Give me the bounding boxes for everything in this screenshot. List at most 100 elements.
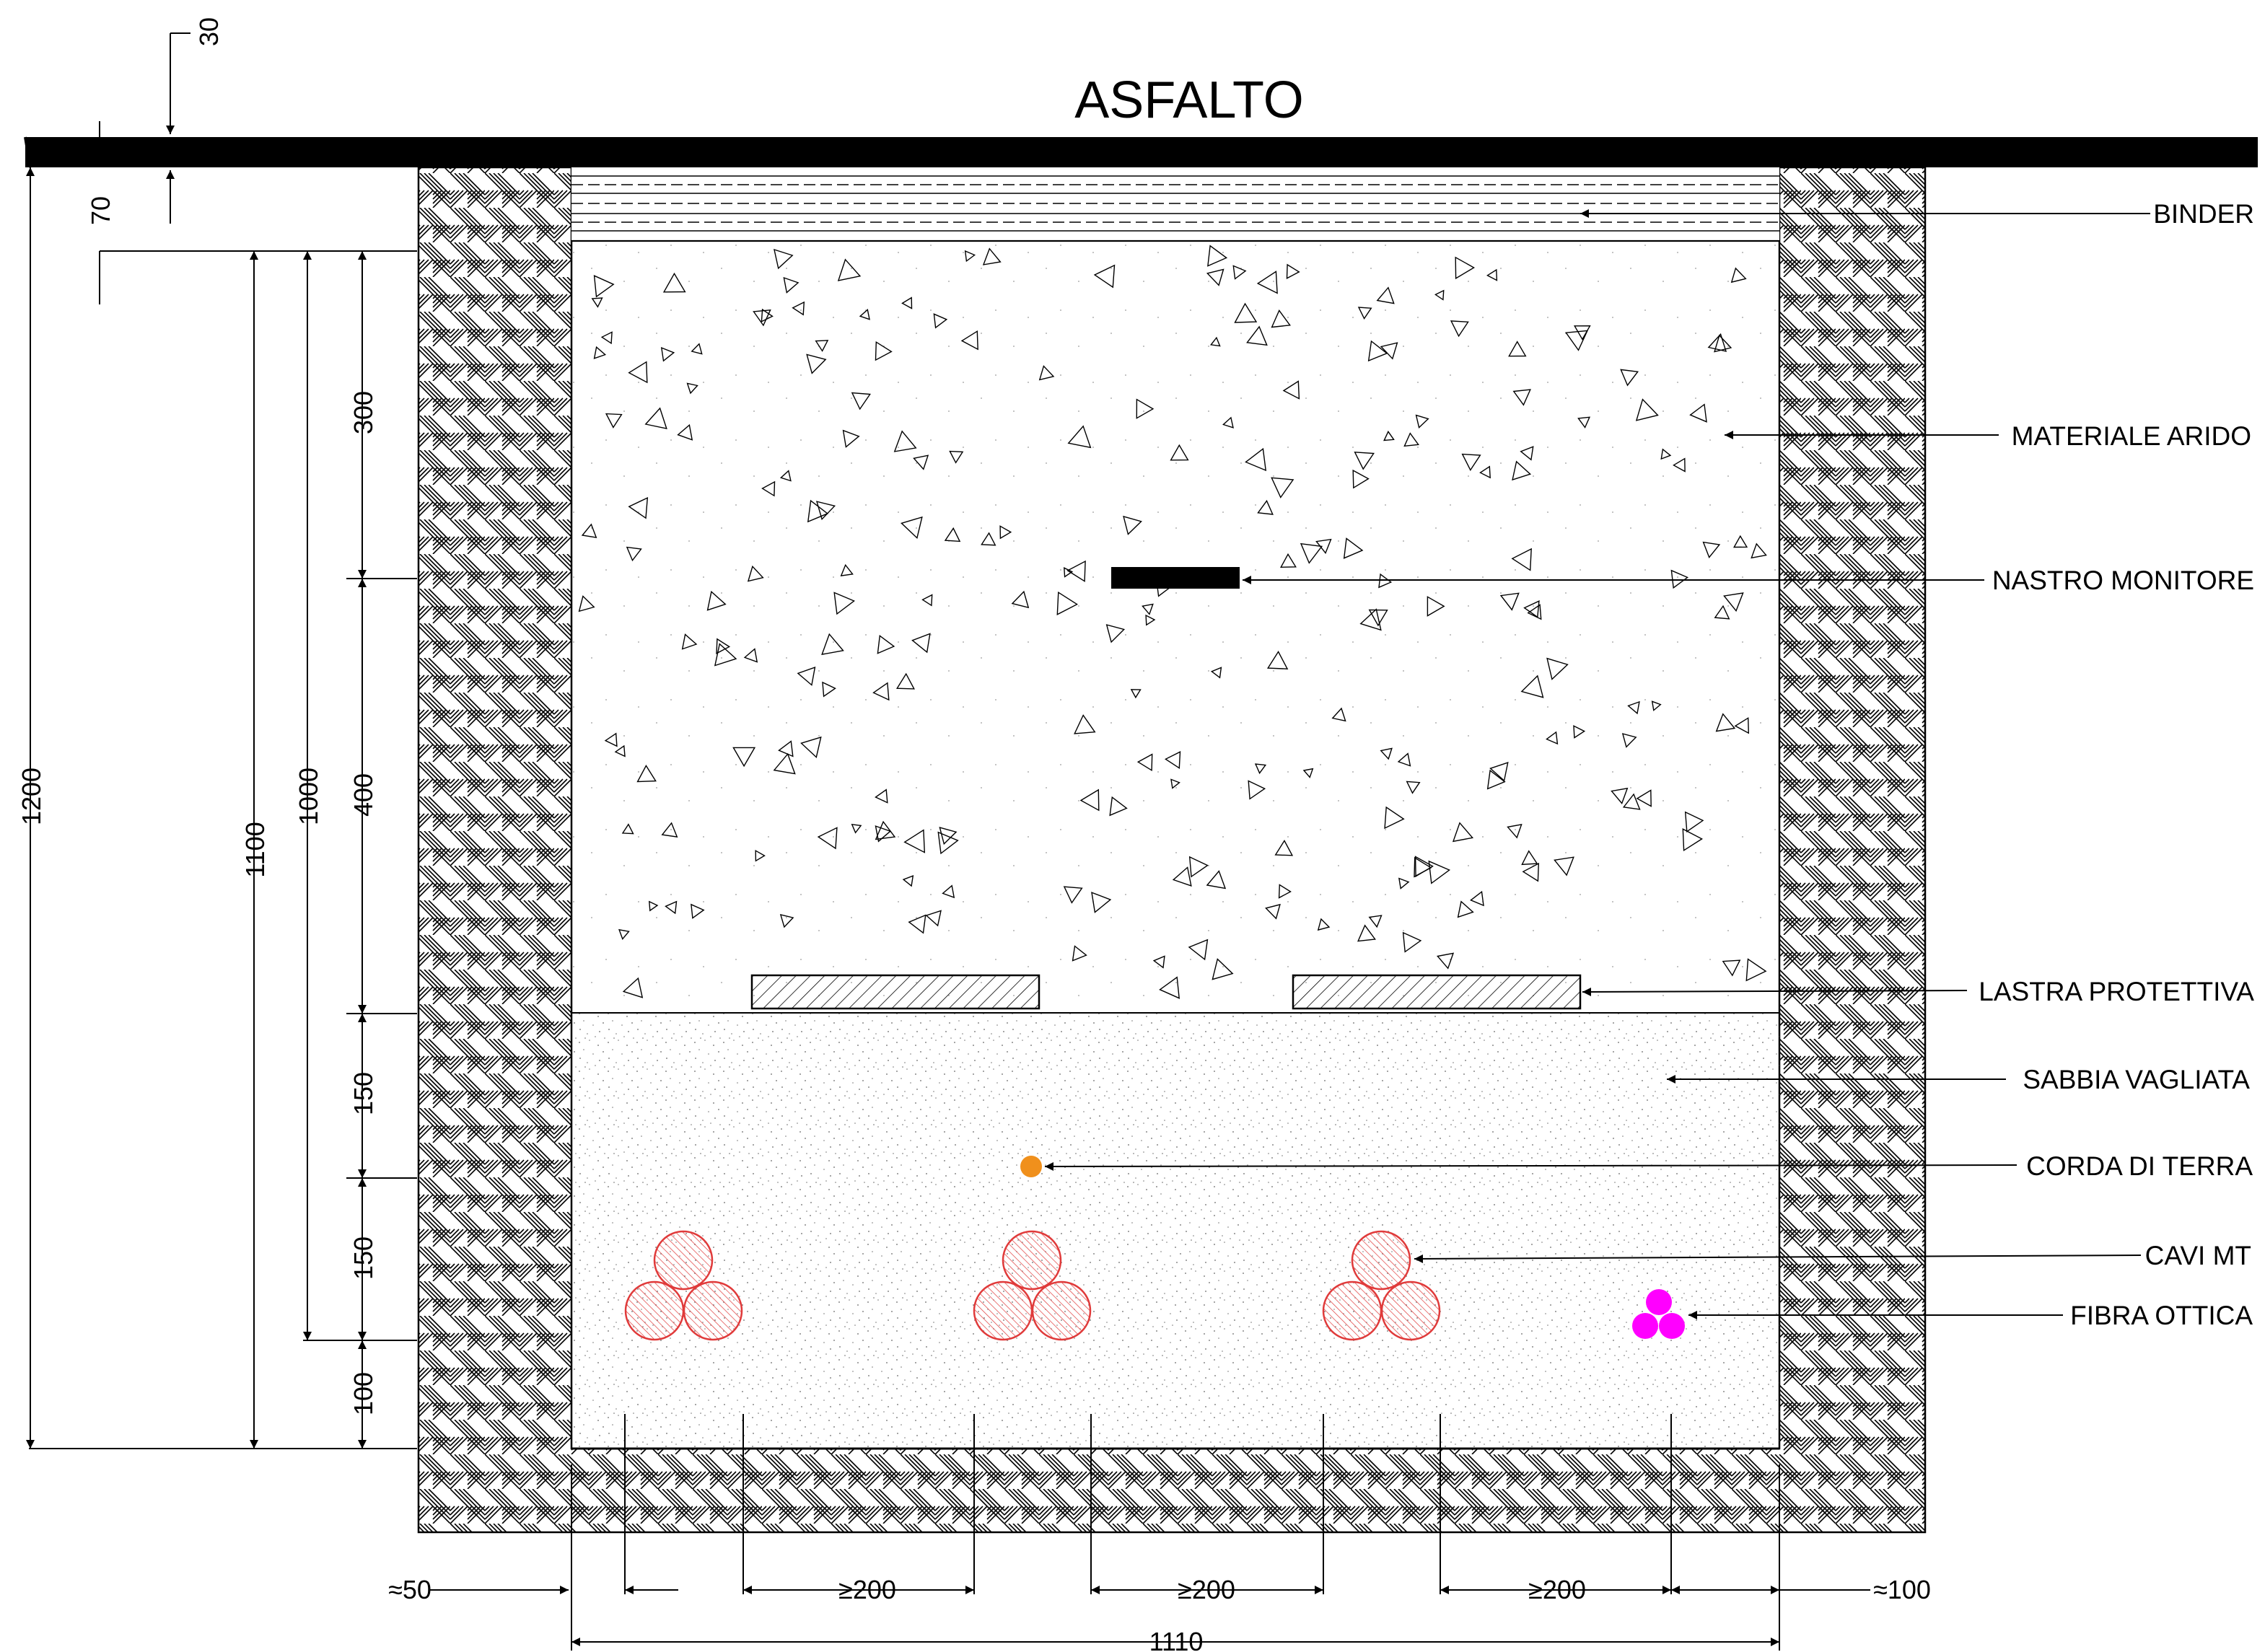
aggregate-stone	[1479, 465, 1491, 479]
aggregate-stone	[903, 829, 926, 853]
mt-cable-trefoil-3	[1322, 1230, 1441, 1341]
aggregate-stone	[792, 301, 805, 316]
aggregate-stone	[1271, 477, 1294, 498]
aggregate-stone	[937, 831, 959, 855]
vertical-dimensions	[26, 32, 417, 1449]
aggregate-stone	[1280, 553, 1297, 568]
aggregate-stone	[981, 532, 996, 546]
dim-right-margin: ≈100	[1873, 1575, 1931, 1604]
aggregate-stone	[1730, 267, 1747, 284]
aggregate-stone	[644, 407, 667, 430]
aggregate-stone	[743, 648, 758, 663]
aggregate-stone	[1684, 811, 1704, 832]
aggregate-stone	[1689, 403, 1707, 423]
aggregate-stone	[925, 910, 942, 927]
aggregate-stone	[1254, 763, 1267, 775]
dim-left-margin: ≈50	[388, 1575, 431, 1604]
dim-300: 300	[349, 391, 378, 434]
aggregate-stone	[1428, 860, 1450, 884]
aggregate-stone	[1206, 268, 1224, 286]
aggregate-stone	[840, 563, 854, 576]
aggregate-stone	[1152, 955, 1165, 969]
aggregate-stone	[1486, 769, 1506, 790]
aggregate-stone	[1732, 535, 1748, 548]
aggregate-stone	[999, 525, 1012, 540]
aggregate-stone	[1109, 796, 1128, 817]
aggregate-stone	[1245, 447, 1267, 472]
aggregate-stone	[895, 672, 915, 690]
aggregate-stone	[1723, 592, 1744, 612]
aggregate-stone	[1136, 398, 1155, 419]
aggregate-stone	[677, 423, 693, 441]
aggregate-stone	[842, 429, 860, 448]
dim-150-lower: 150	[349, 1236, 378, 1280]
aggregate-stone	[604, 732, 618, 747]
protective-slab-left	[750, 974, 1041, 1010]
aggregate-stone	[1384, 806, 1405, 830]
aggregate-stone	[622, 977, 644, 998]
aggregate-stone	[714, 643, 737, 667]
aggregate-stone	[1367, 340, 1388, 362]
leader-lines	[1044, 209, 2150, 1319]
aggregate-stone	[614, 744, 626, 757]
aggregate-stone	[1234, 302, 1258, 323]
aggregate-stone	[1210, 336, 1221, 347]
aggregate-stone	[1274, 840, 1294, 856]
aggregate-stone	[1159, 976, 1180, 999]
aggregate-stone	[908, 914, 926, 934]
aggregate-stone	[1554, 856, 1574, 876]
aggregate-stone	[1302, 768, 1314, 778]
aggregate-stone	[1093, 264, 1116, 289]
aggregate-stone	[779, 914, 794, 928]
aggregate-stone	[1056, 591, 1079, 615]
aggregate-stone	[1079, 788, 1100, 812]
aggregate-stone	[716, 638, 731, 654]
aggregate-stone	[774, 248, 794, 270]
aggregate-stone	[1232, 265, 1247, 280]
aggregate-stone	[902, 875, 914, 887]
aggregate-stone	[949, 450, 964, 464]
aggregate-stone	[600, 331, 613, 345]
aggregate-stone	[901, 516, 923, 540]
aggregate-stone	[1170, 444, 1189, 461]
aggregate-stone	[1457, 900, 1474, 918]
aggregate-stone	[1627, 700, 1640, 715]
aggregate-stone	[1315, 538, 1332, 554]
aggregate-stone	[921, 594, 933, 607]
dim-30: 30	[194, 17, 224, 46]
aggregate-stone	[761, 480, 776, 497]
aggregate-stone	[944, 527, 961, 542]
aggregate-stone	[875, 340, 893, 361]
aggregate-stone	[1188, 856, 1209, 878]
earth-cord	[1020, 1156, 1042, 1177]
aggregate-stone	[1136, 753, 1153, 772]
aggregate-stone	[851, 392, 871, 410]
aggregate-stone	[1246, 325, 1268, 346]
asphalt-layer	[25, 137, 2258, 167]
aggregate-stone	[1470, 890, 1484, 907]
dim-1100: 1100	[240, 822, 270, 877]
aggregate-stone	[681, 633, 698, 650]
aggregate-stone	[800, 736, 822, 758]
label-corda-di-terra: CORDA DI TERRA	[2026, 1151, 2253, 1181]
aggregate-stone	[1520, 675, 1544, 698]
dim-1000: 1000	[294, 768, 323, 825]
aggregate-stone	[833, 592, 855, 615]
aggregate-stone	[1271, 309, 1291, 328]
aggregate-stone	[901, 296, 913, 309]
aggregate-stone	[779, 470, 792, 482]
aggregate-stone	[1066, 560, 1086, 582]
aggregate-stone	[911, 633, 931, 654]
aggregate-stone	[1402, 931, 1422, 953]
aggregate-stone	[1145, 614, 1156, 626]
label-materiale-arido: MATERIALE ARIDO	[2012, 421, 2251, 451]
aggregate-stone	[1248, 780, 1266, 800]
aggregate-stone	[817, 827, 838, 850]
aggregate-stone	[1512, 389, 1531, 406]
aggregate-stone	[1734, 717, 1750, 734]
aggregate-stone	[1376, 286, 1395, 304]
aggregate-stone	[1508, 340, 1527, 357]
aggregate-stone	[691, 343, 703, 355]
aggregate-stone	[706, 590, 727, 611]
aggregate-stone	[939, 827, 958, 845]
